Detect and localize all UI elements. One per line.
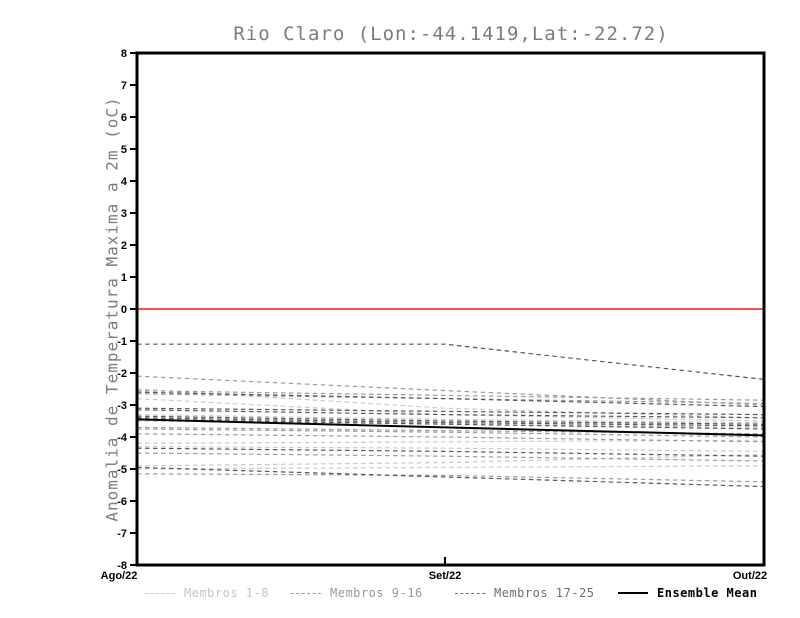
y-tick-label: 0 bbox=[121, 304, 127, 316]
legend-item-ensemble-mean: Ensemble Mean bbox=[618, 586, 757, 600]
y-tick-label: 6 bbox=[121, 112, 127, 124]
plot-frame bbox=[135, 51, 766, 567]
x-tick-label: Ago/22 bbox=[101, 570, 138, 582]
x-tick-label: Set/22 bbox=[429, 570, 461, 582]
dashed-line-sample-icon bbox=[145, 592, 175, 594]
y-tick-label: -3 bbox=[117, 400, 127, 412]
y-tick-label: 5 bbox=[121, 144, 127, 156]
y-tick-label: 8 bbox=[121, 48, 127, 60]
y-tick-label: -2 bbox=[117, 368, 127, 380]
series-m18 bbox=[136, 391, 765, 408]
series-m17 bbox=[137, 343, 765, 380]
solid-line-sample-icon bbox=[618, 592, 648, 594]
series-m13 bbox=[136, 428, 765, 438]
series-m16 bbox=[136, 473, 765, 483]
series-m6 bbox=[136, 454, 765, 467]
y-tick-label: 1 bbox=[121, 272, 127, 284]
series-m5 bbox=[136, 446, 765, 452]
dashed-line-sample-icon bbox=[291, 592, 321, 594]
legend-label: Membros 17-25 bbox=[494, 586, 595, 600]
y-tick-label: -7 bbox=[117, 528, 127, 540]
legend-label: Membros 9-16 bbox=[330, 586, 423, 600]
dashed-line-sample-icon bbox=[455, 592, 485, 594]
series-m7 bbox=[136, 465, 765, 470]
series-m25 bbox=[136, 466, 765, 488]
legend-label: Ensemble Mean bbox=[657, 586, 758, 600]
y-tick-label: -5 bbox=[117, 464, 127, 476]
series-m14 bbox=[136, 433, 765, 443]
legend-label: Membros 1-8 bbox=[184, 586, 269, 600]
series-m9 bbox=[136, 375, 765, 406]
y-tick-label: -8 bbox=[117, 560, 127, 572]
series-m23 bbox=[136, 418, 765, 430]
legend-item-membros-17-25: Membros 17-25 bbox=[455, 586, 594, 600]
y-tick-label: -4 bbox=[117, 432, 128, 444]
series-m1 bbox=[136, 388, 765, 419]
series-m15 bbox=[136, 452, 765, 462]
y-tick-label: 3 bbox=[121, 208, 127, 220]
series-m21 bbox=[136, 415, 765, 425]
y-tick-label: 7 bbox=[121, 80, 127, 92]
series-m8 bbox=[136, 398, 765, 422]
chart-title: Rio Claro (Lon:-44.1419,Lat:-22.72) bbox=[233, 23, 669, 45]
series-m4 bbox=[136, 439, 765, 444]
y-tick-label: 4 bbox=[121, 176, 128, 188]
y-tick-label: 2 bbox=[121, 240, 127, 252]
series-m19 bbox=[136, 407, 765, 416]
y-tick-label: -1 bbox=[117, 336, 127, 348]
series-m20 bbox=[136, 409, 765, 419]
series-m24 bbox=[136, 447, 765, 457]
legend-item-membros-9-16: Membros 9-16 bbox=[291, 586, 423, 600]
series-m2 bbox=[136, 414, 765, 424]
y-tick-label: -6 bbox=[117, 496, 127, 508]
series-ensemble-mean bbox=[136, 418, 765, 437]
series-m10 bbox=[136, 390, 765, 401]
chart-legend: Membros 1-8 Membros 9-16 Membros 17-25 E… bbox=[0, 586, 800, 602]
legend-item-membros-1-8: Membros 1-8 bbox=[145, 586, 269, 600]
x-tick-label: Out/22 bbox=[733, 570, 767, 582]
series-m22 bbox=[136, 417, 765, 427]
